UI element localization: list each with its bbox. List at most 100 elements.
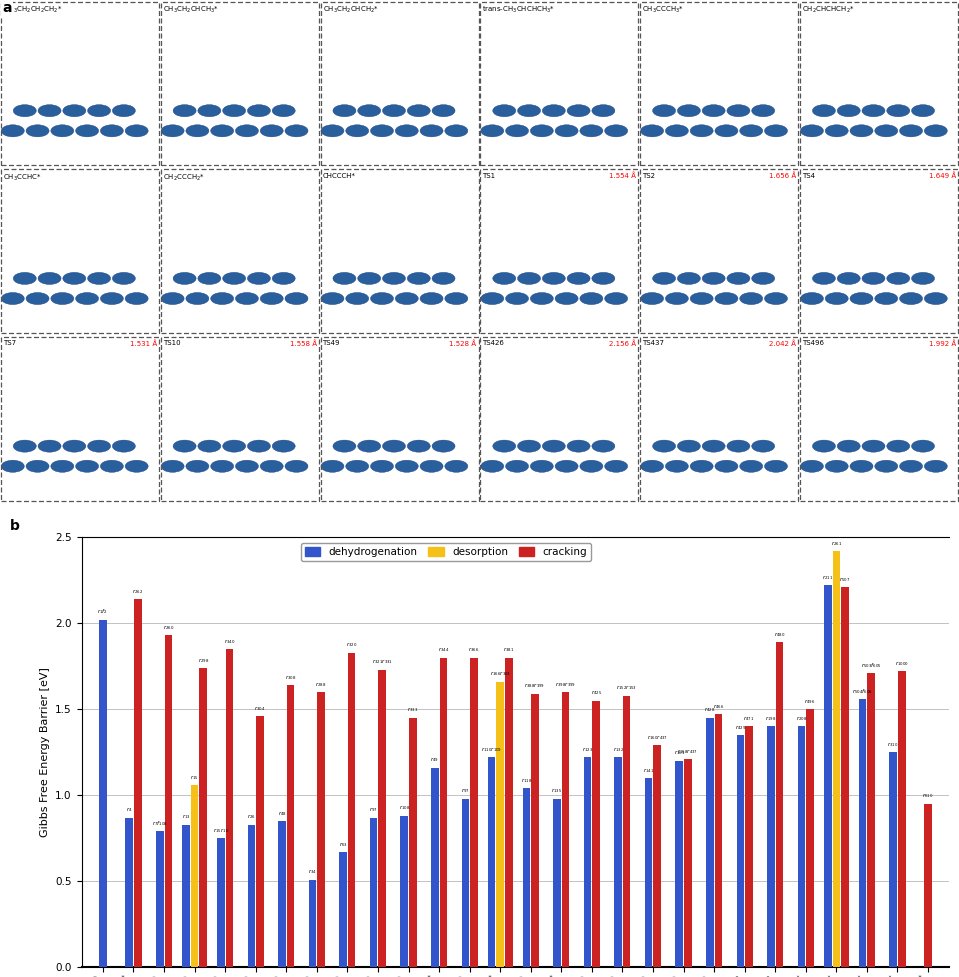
Circle shape xyxy=(211,125,234,137)
Circle shape xyxy=(764,125,787,137)
Bar xyxy=(684,759,691,967)
Circle shape xyxy=(592,440,615,452)
Text: $r_{344}$: $r_{344}$ xyxy=(437,646,449,655)
Circle shape xyxy=(592,105,615,116)
Circle shape xyxy=(690,460,713,472)
Circle shape xyxy=(38,105,61,116)
Circle shape xyxy=(272,440,295,452)
Circle shape xyxy=(87,105,110,116)
Circle shape xyxy=(186,460,209,472)
Bar xyxy=(584,757,592,967)
Bar xyxy=(824,585,831,967)
FancyBboxPatch shape xyxy=(1,2,159,165)
Circle shape xyxy=(432,105,455,116)
Circle shape xyxy=(76,460,99,472)
Circle shape xyxy=(211,292,234,305)
Circle shape xyxy=(911,105,935,116)
Circle shape xyxy=(13,440,36,452)
Text: $r_{321}r_{331}$: $r_{321}r_{331}$ xyxy=(372,658,393,666)
Text: $r_{429}$: $r_{429}$ xyxy=(735,723,746,732)
Circle shape xyxy=(604,460,627,472)
Bar xyxy=(488,757,496,967)
FancyBboxPatch shape xyxy=(800,2,958,165)
Bar xyxy=(156,831,164,967)
Text: $r_{63}$: $r_{63}$ xyxy=(339,839,347,849)
Text: $r_{132}$: $r_{132}$ xyxy=(613,745,623,754)
Text: $r_{152}r_{153}$: $r_{152}r_{153}$ xyxy=(617,683,637,692)
Text: TS437: TS437 xyxy=(643,340,665,347)
Text: 1.656 Å: 1.656 Å xyxy=(769,173,796,180)
Circle shape xyxy=(87,273,110,284)
Circle shape xyxy=(333,273,356,284)
Circle shape xyxy=(1,125,24,137)
Circle shape xyxy=(101,292,124,305)
Text: $r_{398}r_{399}$: $r_{398}r_{399}$ xyxy=(555,680,576,689)
Circle shape xyxy=(801,460,824,472)
FancyBboxPatch shape xyxy=(641,337,798,500)
Circle shape xyxy=(222,273,246,284)
Bar xyxy=(553,799,561,967)
FancyBboxPatch shape xyxy=(800,337,958,500)
Circle shape xyxy=(837,105,860,116)
Circle shape xyxy=(51,292,74,305)
Text: $r_{466}$: $r_{466}$ xyxy=(713,702,724,711)
Circle shape xyxy=(850,460,873,472)
Circle shape xyxy=(222,440,246,452)
Text: TS4: TS4 xyxy=(802,173,815,179)
Circle shape xyxy=(714,125,738,137)
Circle shape xyxy=(900,460,923,472)
Circle shape xyxy=(875,125,898,137)
FancyBboxPatch shape xyxy=(641,2,798,165)
Bar xyxy=(339,852,347,967)
Circle shape xyxy=(420,460,443,472)
Circle shape xyxy=(358,105,381,116)
Circle shape xyxy=(518,440,541,452)
Circle shape xyxy=(186,125,209,137)
FancyBboxPatch shape xyxy=(161,169,318,333)
Circle shape xyxy=(285,292,308,305)
Text: $r_{471}$: $r_{471}$ xyxy=(743,714,755,723)
Circle shape xyxy=(174,273,197,284)
Circle shape xyxy=(580,460,603,472)
Bar xyxy=(706,718,713,967)
Text: $r_{110}r_{109}$: $r_{110}r_{109}$ xyxy=(481,745,503,754)
Bar xyxy=(889,752,897,967)
Circle shape xyxy=(911,440,935,452)
Circle shape xyxy=(505,460,528,472)
Bar xyxy=(767,727,775,967)
Bar xyxy=(165,635,172,967)
Circle shape xyxy=(174,105,197,116)
Bar xyxy=(653,745,661,967)
Circle shape xyxy=(247,273,270,284)
Circle shape xyxy=(714,460,738,472)
Circle shape xyxy=(198,273,221,284)
Circle shape xyxy=(161,292,184,305)
Circle shape xyxy=(752,440,775,452)
Text: CH$_3$CCCH$_3$*: CH$_3$CCCH$_3$* xyxy=(643,5,685,16)
FancyBboxPatch shape xyxy=(320,337,479,500)
Circle shape xyxy=(51,125,74,137)
Text: $r_{208}$: $r_{208}$ xyxy=(796,714,807,723)
Text: $r_{610}$: $r_{610}$ xyxy=(923,791,934,800)
Circle shape xyxy=(38,440,61,452)
Circle shape xyxy=(505,125,528,137)
Circle shape xyxy=(812,273,835,284)
Circle shape xyxy=(543,440,566,452)
Text: $r_{308}$: $r_{308}$ xyxy=(285,673,296,682)
Bar xyxy=(99,619,106,967)
Circle shape xyxy=(235,460,258,472)
Text: $r_{260}$: $r_{260}$ xyxy=(163,623,174,632)
Text: $r_{262}$: $r_{262}$ xyxy=(132,587,143,596)
Bar xyxy=(401,816,408,967)
Text: b: b xyxy=(11,519,20,533)
FancyBboxPatch shape xyxy=(320,169,479,333)
Circle shape xyxy=(333,105,356,116)
Circle shape xyxy=(13,273,36,284)
Text: TS426: TS426 xyxy=(482,340,504,347)
Bar xyxy=(841,587,849,967)
Text: $r_{97}$: $r_{97}$ xyxy=(369,805,378,814)
Circle shape xyxy=(480,460,503,472)
Bar xyxy=(867,673,875,967)
Circle shape xyxy=(383,105,406,116)
Circle shape xyxy=(543,273,566,284)
